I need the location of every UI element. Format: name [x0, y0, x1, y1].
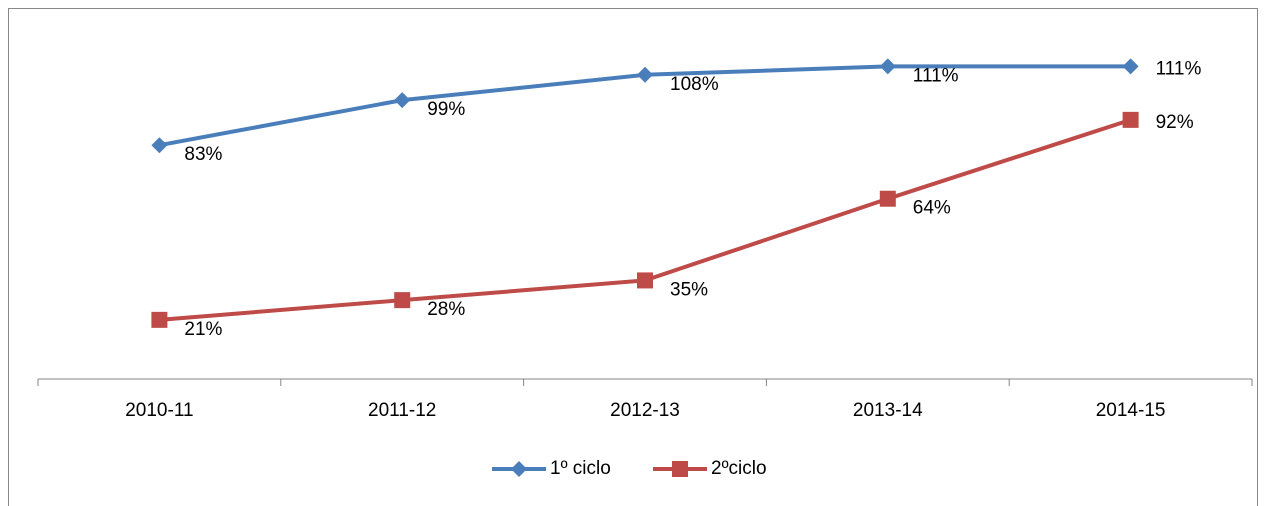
legend-marker — [511, 461, 527, 477]
data-label: 21% — [184, 319, 222, 340]
data-label: 111% — [913, 65, 959, 86]
x-tick-label: 2013-14 — [853, 400, 923, 421]
data-label: 92% — [1156, 112, 1194, 133]
data-point — [394, 292, 411, 309]
data-point — [1122, 58, 1139, 75]
data-label: 35% — [670, 279, 708, 300]
data-point — [151, 137, 168, 154]
data-label: 64% — [913, 198, 951, 219]
data-label: 108% — [670, 74, 719, 95]
data-label: 99% — [427, 99, 465, 120]
data-point — [637, 272, 653, 289]
data-label: 28% — [427, 299, 465, 320]
legend-label: 1º ciclo — [550, 458, 611, 479]
data-point — [879, 58, 896, 75]
data-point — [151, 311, 168, 328]
legend-label: 2ºciclo — [711, 458, 767, 479]
data-point — [1122, 111, 1139, 128]
legend-marker — [672, 461, 688, 477]
x-tick-label: 2011-12 — [368, 400, 436, 421]
data-label: 111% — [1156, 58, 1202, 79]
data-point — [637, 66, 653, 83]
data-point — [394, 92, 411, 109]
series-line — [159, 117, 1132, 322]
data-label: 83% — [184, 144, 222, 165]
data-point — [879, 190, 896, 207]
x-tick-label: 2010-11 — [125, 400, 193, 421]
x-tick-label: 2012-13 — [610, 400, 680, 421]
x-tick-label: 2014-15 — [1096, 400, 1166, 421]
chart-frame — [8, 8, 1258, 506]
